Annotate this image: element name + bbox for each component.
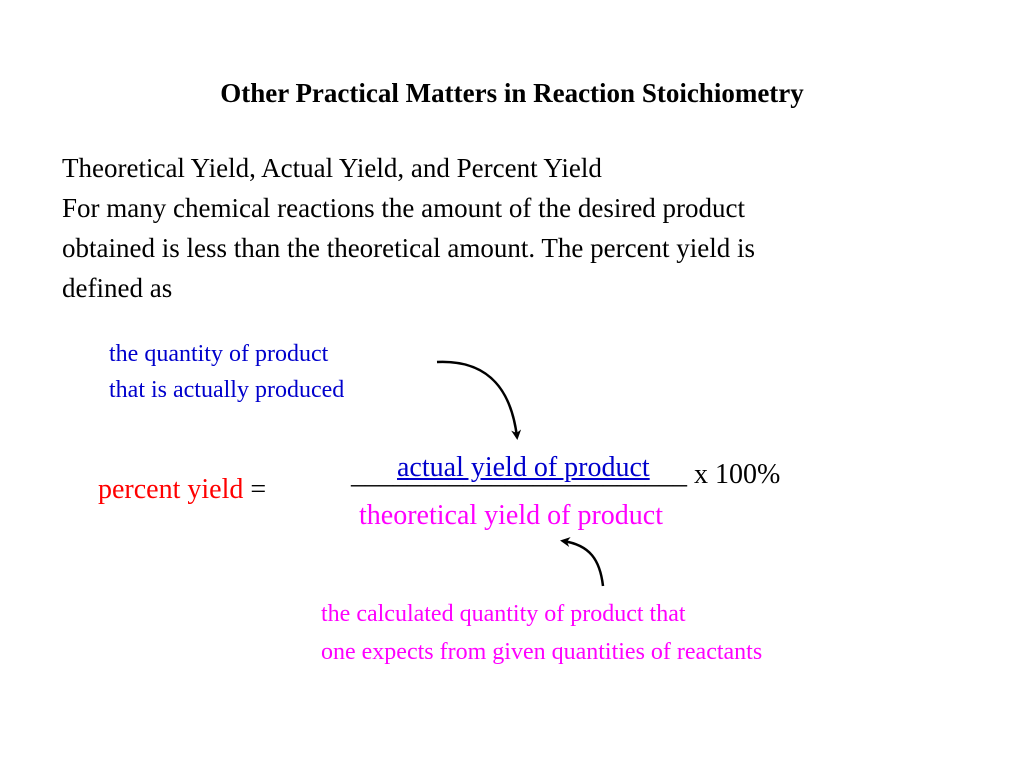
theoretical-yield-annotation-line-1: the calculated quantity of product that [321, 601, 686, 627]
body-line-4: defined as [62, 273, 173, 303]
theoretical-yield-annotation: the calculated quantity of product that … [321, 595, 762, 671]
curved-arrow-up-icon [560, 537, 605, 587]
percent-yield-label: percent yield [98, 474, 244, 505]
denominator-theoretical-yield: theoretical yield of product [359, 500, 663, 531]
body-line-2: For many chemical reactions the amount o… [62, 193, 746, 223]
numerator-actual-yield: actual yield of product [397, 452, 650, 483]
body-line-3: obtained is less than the theoretical am… [62, 233, 756, 263]
equals-sign: = [243, 474, 274, 505]
actual-yield-annotation-line-1: the quantity of product [109, 341, 329, 367]
actual-yield-annotation: the quantity of product that is actually… [109, 336, 344, 408]
percent-yield-equation-lhs: percent yield = [98, 474, 273, 506]
times-100-percent: x 100% [687, 459, 781, 490]
fraction-bar: ________________________ [351, 459, 687, 490]
actual-yield-annotation-line-2: that is actually produced [109, 377, 345, 403]
body-text: Theoretical Yield, Actual Yield, and Per… [62, 148, 962, 308]
fraction-bar-row: ________________________ x 100% [351, 459, 780, 491]
curved-arrow-down-icon [436, 360, 522, 440]
body-line-1: Theoretical Yield, Actual Yield, and Per… [62, 153, 602, 183]
theoretical-yield-annotation-line-2: one expects from given quantities of rea… [321, 639, 763, 665]
slide-title: Other Practical Matters in Reaction Stoi… [220, 78, 804, 108]
